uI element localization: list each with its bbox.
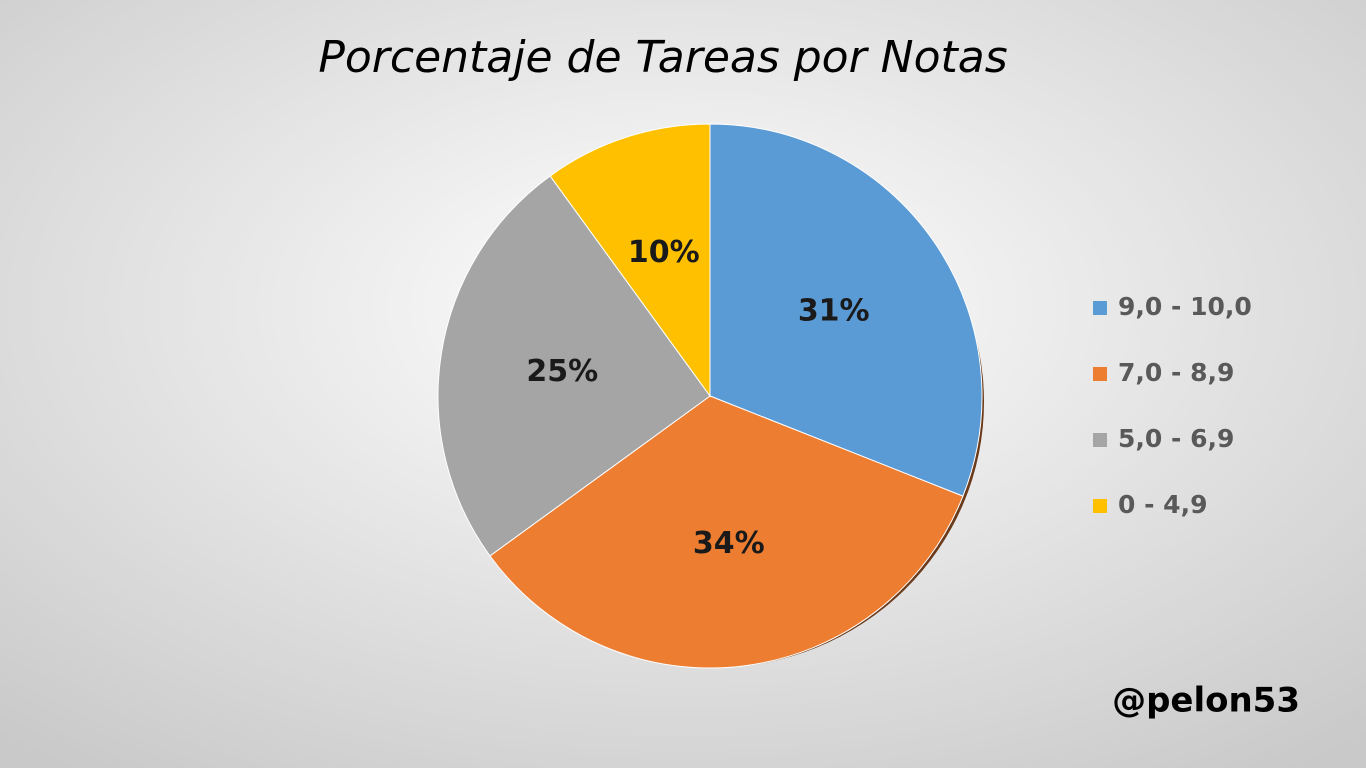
- annotation: @pelon53: [1112, 681, 1300, 721]
- pie-slice: [437, 175, 711, 557]
- legend-swatch: [1093, 433, 1107, 447]
- legend-label: 5,0 - 6,9: [1118, 424, 1234, 453]
- legend-label: 9,0 - 10,0: [1118, 292, 1252, 321]
- data-label: 34%: [693, 526, 765, 561]
- legend-label: 7,0 - 8,9: [1118, 358, 1234, 387]
- data-label: 31%: [798, 293, 870, 328]
- legend-swatch: [1093, 367, 1107, 381]
- legend-swatch: [1093, 499, 1107, 513]
- pie-slice: [549, 123, 711, 398]
- legend-swatch: [1093, 301, 1107, 315]
- pie-slice: [489, 395, 964, 669]
- chart-title: Porcentaje de Tareas por Notas: [318, 32, 1007, 83]
- data-label: 10%: [628, 235, 700, 270]
- legend-label: 0 - 4,9: [1118, 490, 1207, 519]
- pie-slice: [709, 123, 983, 497]
- data-label: 25%: [526, 354, 598, 389]
